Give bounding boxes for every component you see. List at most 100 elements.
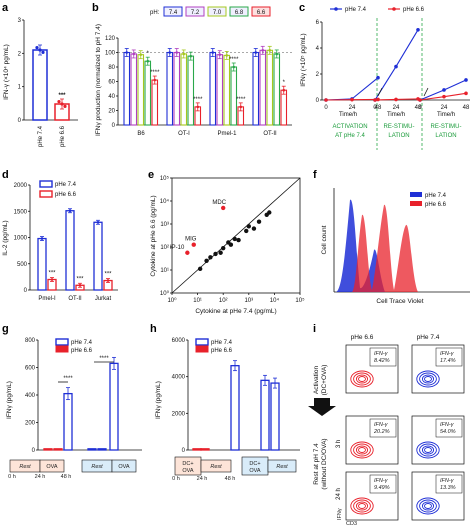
panel-e-point [208, 255, 213, 260]
panel-c-y-tick-label: 4 [316, 46, 320, 52]
panel-e-point [213, 251, 218, 257]
panel-b-bar [130, 53, 138, 126]
panel-a-point [63, 104, 67, 108]
panel-i-contour [424, 447, 432, 453]
panel-c-series-line [325, 77, 379, 101]
panel-f-legend-label: pHe 6.6 [425, 202, 447, 208]
panel-b-group-label: OT-I [178, 131, 190, 137]
panel-d-bar [37, 237, 47, 291]
panel-h-step-label: DC+ [182, 461, 193, 467]
panel-d-group-label: Pmel-I [38, 296, 56, 302]
panel-b-bar [273, 53, 281, 126]
panel-i-contour [355, 501, 369, 511]
panel-e-y-label: Cytokine at pHe 6.6 (pg/mL) [150, 195, 157, 276]
panel-e-y-tick-label: 10³ [160, 222, 169, 228]
panel-b-sig: **** [236, 97, 246, 103]
panel-d-y-tick-label: 1000 [14, 236, 28, 242]
panel-b-bar [151, 79, 159, 126]
panel-b-bar [123, 51, 131, 126]
panel-e-x-tick-label: 10² [219, 298, 228, 304]
panel-h-step-label: Rest [210, 464, 222, 470]
panel-b-point [196, 105, 200, 109]
panel-i-contour [419, 499, 437, 513]
panel-d-legend-7-4-label: pHe 7.4 [55, 182, 77, 188]
panel-g-bar [53, 448, 63, 451]
panel-b-bar [137, 54, 145, 126]
panel-i-flow-plot [411, 471, 465, 521]
panel-i-contour [350, 441, 374, 459]
panel-h-y-tick-label: 6000 [172, 338, 186, 344]
panel-i-gate-label: IFN-γ [440, 351, 455, 357]
panel-h-legend-7-4-label: pHe 7.4 [211, 340, 233, 346]
panel-a-y-tick-label: 2 [18, 51, 22, 57]
panel-c-y-label: IFNγ (×10⁵ pg/mL) [300, 33, 307, 86]
panel-i-gate-value: 17.4% [440, 358, 456, 364]
panel-b-point [168, 51, 172, 54]
panel-e-point [232, 236, 237, 242]
panel-i-col-header: pHe 6.6 [351, 334, 374, 341]
panel-c-x-tick-label: 48 [463, 105, 470, 111]
panel-i-contour [358, 447, 366, 453]
panel-c-x-unit: Time/h [339, 112, 357, 118]
panel-c-point [394, 64, 398, 69]
panel-c-legend-dot [334, 7, 338, 11]
panel-d-bar [65, 210, 75, 291]
panel-i-contour [353, 372, 371, 386]
panel-b-point [268, 49, 272, 52]
panel-c-x-tick-label: 24 [441, 105, 448, 111]
panel-i-gate-value: 9.49% [374, 485, 390, 491]
panel-i-contour [358, 503, 366, 509]
panel-h-step-box [200, 459, 232, 473]
panel-h-step-label: DC+ [249, 461, 260, 467]
panel-b-legend-swatch [229, 6, 249, 17]
panel-b-legend-swatch [207, 6, 227, 17]
panel-i-gate [435, 347, 463, 367]
panel-b-bar [280, 89, 288, 126]
panel-c-point [442, 94, 446, 99]
panel-i-contour [350, 370, 374, 388]
panel-e-y-tick-label: 10¹ [160, 268, 169, 274]
panel-b-group-label: Pmel-1 [217, 131, 237, 137]
panel-b-sig: **** [193, 97, 203, 103]
panel-i-gate [435, 418, 463, 438]
panel-d-legend-6-6-label: pHe 6.6 [55, 192, 77, 198]
panel-i-contour [419, 372, 437, 386]
panel-i-y-axis-label: IFNγ [337, 508, 343, 520]
panel-e-point [228, 242, 234, 247]
panel-i-contour [421, 445, 435, 455]
panel-b-y-tick-label: 0 [112, 123, 116, 129]
panel-c-point [373, 98, 377, 102]
panel-e-point-label: MDC [212, 200, 226, 206]
panel-b-y-tick-label: 100 [105, 51, 116, 57]
panel-e-x-tick-label: 10¹ [193, 298, 202, 304]
panel-c-x-tick-label: 48 [415, 105, 422, 111]
panel-i-contour [416, 370, 440, 388]
panel-a-point [57, 100, 61, 104]
panel-i-flow-plot [411, 344, 465, 394]
panel-b-bar [252, 51, 260, 126]
panel-g-step-label: Rest [19, 464, 31, 470]
panel-c-phase-label: LATION [435, 133, 456, 139]
panel-e-identity-line [171, 177, 301, 294]
panel-d-group-label: Jurkat [95, 296, 112, 302]
panel-a-point [60, 102, 64, 106]
panel-i-row-label: (DC+OVA) [321, 365, 328, 396]
panel-b-bar [223, 54, 231, 126]
panel-g-legend-7-4-swatch [55, 338, 69, 346]
panel-e-point-label: IP-10 [170, 245, 185, 251]
panel-g-y-tick-label: 600 [25, 366, 36, 372]
panel-c-y-tick-label: 0 [316, 98, 320, 104]
panel-g-y-tick-label: 400 [25, 393, 36, 399]
panel-i-contour [424, 376, 432, 382]
panel-b-point [225, 54, 229, 57]
panel-e-point-label: MIG [185, 237, 197, 243]
panel-e-x-tick-label: 10⁰ [167, 297, 177, 304]
panel-b-point [139, 53, 143, 56]
panel-i-contour [419, 443, 437, 457]
panel-d-point [106, 279, 110, 282]
panel-b-legend-label: 7.2 [191, 10, 200, 16]
panel-c-point [464, 91, 468, 96]
panel-c-x-tick-label: 48 [375, 105, 382, 111]
panel-e-point [256, 219, 262, 224]
panel-i-gate [369, 347, 397, 367]
